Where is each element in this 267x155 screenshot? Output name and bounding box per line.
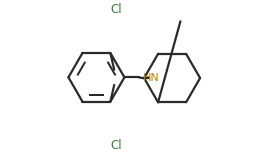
Text: Cl: Cl xyxy=(110,3,122,16)
Text: Cl: Cl xyxy=(110,139,122,152)
Text: HN: HN xyxy=(143,73,160,83)
